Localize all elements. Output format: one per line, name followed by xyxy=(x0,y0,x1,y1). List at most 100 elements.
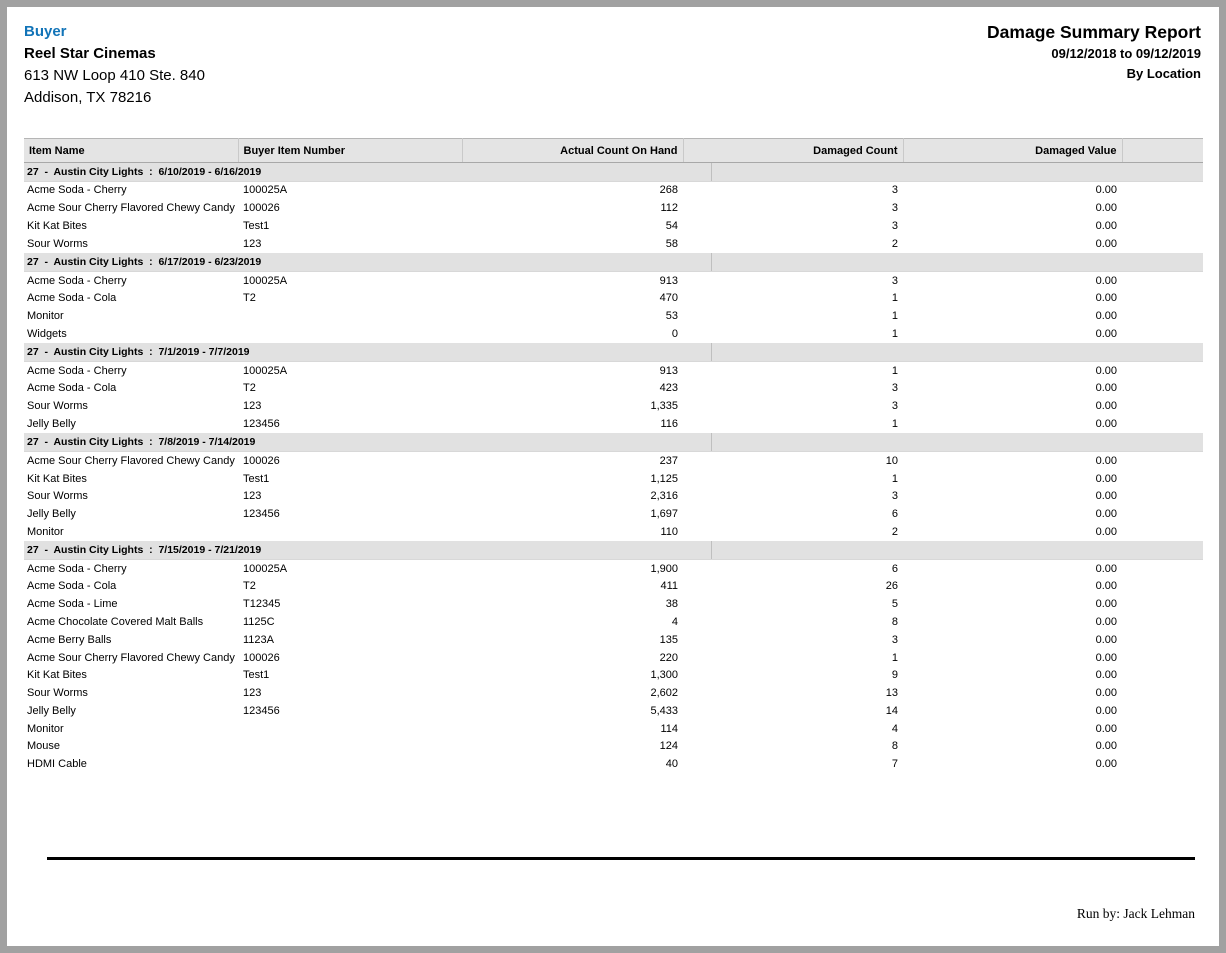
damaged-count-cell: 3 xyxy=(683,182,903,200)
item-name-cell: HDMI Cable xyxy=(24,755,238,774)
actual-count-cell: 1,697 xyxy=(462,505,683,524)
buyer-link[interactable]: Buyer xyxy=(24,23,67,40)
table-row: Acme Soda - Cola T2 470 1 0.00 xyxy=(24,289,1203,308)
damaged-value-cell: 0.00 xyxy=(903,182,1122,200)
group-header-row: 27 - Austin City Lights : 6/10/2019 - 6/… xyxy=(24,163,1203,182)
item-name-cell: Sour Worms xyxy=(24,684,238,703)
item-name-cell: Acme Soda - Cola xyxy=(24,578,238,596)
item-name-cell: Monitor xyxy=(24,523,238,542)
group-header-row: 27 - Austin City Lights : 7/1/2019 - 7/7… xyxy=(24,343,1203,363)
buyer-item-number-cell: 123 xyxy=(238,487,462,506)
report-date-range: 09/12/2018 to 09/12/2019 xyxy=(1051,46,1201,61)
table-header-row: Item Name Buyer Item Number Actual Count… xyxy=(24,138,1203,163)
damaged-count-cell: 8 xyxy=(683,738,903,756)
buyer-item-number-cell: 123456 xyxy=(238,505,462,524)
item-name-cell: Acme Sour Cherry Flavored Chewy Candy xyxy=(24,649,238,667)
actual-count-cell: 268 xyxy=(462,182,683,200)
footer-divider-line xyxy=(47,857,1195,860)
table-row: Sour Worms 123 1,335 3 0.00 xyxy=(24,397,1203,416)
actual-count-cell: 0 xyxy=(462,325,683,344)
damaged-count-cell: 26 xyxy=(683,578,903,596)
spacer-cell xyxy=(1122,578,1203,596)
damaged-count-cell: 7 xyxy=(683,755,903,774)
damaged-value-cell: 0.00 xyxy=(903,397,1122,416)
damaged-count-cell: 3 xyxy=(683,217,903,236)
item-name-cell: Acme Soda - Cola xyxy=(24,289,238,308)
buyer-info-block: Buyer Reel Star Cinemas 613 NW Loop 410 … xyxy=(24,21,205,109)
actual-count-cell: 423 xyxy=(462,380,683,398)
spacer-cell xyxy=(1122,380,1203,398)
spacer-cell xyxy=(1122,560,1203,579)
actual-count-cell: 470 xyxy=(462,289,683,308)
group-label: 27 - Austin City Lights : 7/15/2019 - 7/… xyxy=(24,541,712,560)
item-name-cell: Sour Worms xyxy=(24,487,238,506)
table-row: Acme Sour Cherry Flavored Chewy Candy 100… xyxy=(24,649,1203,667)
group-label: 27 - Austin City Lights : 6/17/2019 - 6/… xyxy=(24,253,712,272)
damaged-value-cell: 0.00 xyxy=(903,487,1122,506)
item-name-cell: Kit Kat Bites xyxy=(24,217,238,236)
damaged-value-cell: 0.00 xyxy=(903,755,1122,774)
spacer-cell xyxy=(1122,452,1203,471)
group-spacer xyxy=(712,433,1203,451)
buyer-item-number-cell: 100026 xyxy=(238,452,462,471)
damaged-count-cell: 3 xyxy=(683,380,903,398)
table-row: Kit Kat Bites Test1 1,300 9 0.00 xyxy=(24,666,1203,685)
actual-count-cell: 110 xyxy=(462,523,683,542)
damaged-value-cell: 0.00 xyxy=(903,199,1122,218)
table-row: Monitor 110 2 0.00 xyxy=(24,523,1203,542)
item-name-cell: Kit Kat Bites xyxy=(24,470,238,488)
spacer-cell xyxy=(1122,307,1203,326)
buyer-item-number-cell xyxy=(238,307,462,326)
damaged-count-cell: 6 xyxy=(683,505,903,524)
item-name-cell: Acme Soda - Cherry xyxy=(24,560,238,579)
damaged-count-cell: 6 xyxy=(683,560,903,579)
buyer-item-number-cell: 100025A xyxy=(238,272,462,290)
item-name-cell: Widgets xyxy=(24,325,238,344)
damaged-count-cell: 4 xyxy=(683,720,903,739)
spacer-cell xyxy=(1122,325,1203,344)
damaged-count-cell: 5 xyxy=(683,595,903,614)
actual-count-cell: 2,316 xyxy=(462,487,683,506)
buyer-item-number-cell: 1123A xyxy=(238,631,462,650)
buyer-item-number-cell: Test1 xyxy=(238,666,462,685)
actual-count-cell: 53 xyxy=(462,307,683,326)
table-row: Acme Soda - Cherry 100025A 913 3 0.00 xyxy=(24,272,1203,290)
spacer-cell xyxy=(1122,595,1203,614)
column-header-actual-count: Actual Count On Hand xyxy=(462,138,684,163)
group-label: 27 - Austin City Lights : 7/1/2019 - 7/7… xyxy=(24,343,712,362)
buyer-item-number-cell xyxy=(238,325,462,344)
table-row: HDMI Cable 40 7 0.00 xyxy=(24,755,1203,774)
item-name-cell: Acme Berry Balls xyxy=(24,631,238,650)
damaged-value-cell: 0.00 xyxy=(903,289,1122,308)
actual-count-cell: 5,433 xyxy=(462,702,683,721)
item-name-cell: Monitor xyxy=(24,307,238,326)
report-grouping: By Location xyxy=(1126,66,1201,81)
spacer-cell xyxy=(1122,738,1203,756)
damaged-value-cell: 0.00 xyxy=(903,684,1122,703)
actual-count-cell: 220 xyxy=(462,649,683,667)
buyer-item-number-cell: 100026 xyxy=(238,649,462,667)
damaged-value-cell: 0.00 xyxy=(903,272,1122,290)
item-name-cell: Kit Kat Bites xyxy=(24,666,238,685)
damaged-count-cell: 9 xyxy=(683,666,903,685)
buyer-item-number-cell xyxy=(238,755,462,774)
table-row: Sour Worms 123 2,316 3 0.00 xyxy=(24,487,1203,506)
spacer-cell xyxy=(1122,613,1203,632)
buyer-item-number-cell: 1125C xyxy=(238,613,462,632)
buyer-item-number-cell xyxy=(238,720,462,739)
buyer-item-number-cell: 123456 xyxy=(238,702,462,721)
actual-count-cell: 411 xyxy=(462,578,683,596)
table-row: Monitor 53 1 0.00 xyxy=(24,307,1203,326)
damaged-count-cell: 2 xyxy=(683,235,903,254)
footer-run-by: Run by: Jack Lehman xyxy=(1076,906,1195,921)
buyer-item-number-cell: 100025A xyxy=(238,560,462,579)
damaged-value-cell: 0.00 xyxy=(903,720,1122,739)
item-name-cell: Mouse xyxy=(24,738,238,756)
damaged-value-cell: 0.00 xyxy=(903,415,1122,434)
spacer-cell xyxy=(1122,272,1203,290)
actual-count-cell: 913 xyxy=(462,272,683,290)
damaged-value-cell: 0.00 xyxy=(903,380,1122,398)
damaged-count-cell: 3 xyxy=(683,397,903,416)
column-header-item-name: Item Name xyxy=(24,138,239,163)
